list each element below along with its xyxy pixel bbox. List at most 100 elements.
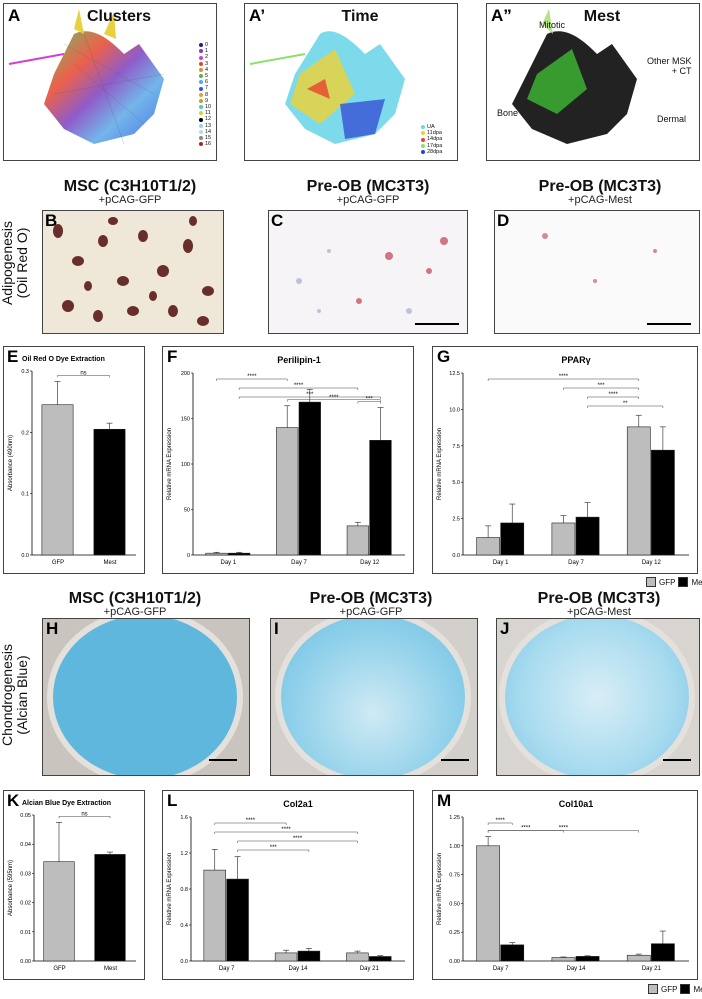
panel-subtitle: +pCAG-GFP bbox=[339, 606, 403, 618]
legend-text: 11 bbox=[205, 110, 211, 117]
legend-entry: 28dpa bbox=[421, 149, 442, 155]
y-tick-label: 0.01 bbox=[20, 930, 31, 936]
panel-label: A” bbox=[491, 6, 512, 25]
bar bbox=[551, 522, 576, 556]
legend-swatch-mest bbox=[680, 984, 691, 994]
bar bbox=[476, 845, 500, 962]
legend-dot bbox=[199, 61, 203, 66]
legend-entry: UA bbox=[421, 124, 442, 130]
legend-dot bbox=[199, 111, 203, 116]
panel-title: MSC (C3H10T1/2) bbox=[68, 590, 202, 607]
legend-text: 15 bbox=[205, 135, 212, 142]
panel-title: Mest bbox=[583, 8, 621, 25]
oil-red-stained-cells bbox=[542, 233, 657, 283]
legend-text: 14 bbox=[205, 128, 212, 135]
x-tick-label: Day 12 bbox=[642, 560, 662, 566]
umap-time-plot bbox=[249, 31, 405, 144]
bar bbox=[551, 957, 576, 962]
panel-label: A bbox=[8, 6, 21, 25]
bar bbox=[500, 522, 525, 556]
legend-swatch-gfp bbox=[648, 984, 658, 994]
oil-red-preob-gfp-image: C bbox=[268, 210, 468, 334]
legend-dot bbox=[199, 49, 203, 54]
scale-bar bbox=[209, 759, 237, 761]
x-tick-label: Day 7 bbox=[493, 966, 509, 972]
legend-text: 14dpa bbox=[427, 136, 443, 143]
annotation-mitotic: Mitotic bbox=[539, 20, 566, 30]
legend-dot bbox=[199, 55, 203, 60]
bar bbox=[369, 956, 392, 962]
significance-label: **** bbox=[559, 826, 569, 832]
legend-text: 16 bbox=[205, 141, 212, 148]
legend-text: 4 bbox=[205, 66, 209, 73]
alcian-preob-mest-image: J bbox=[496, 618, 700, 776]
legend-dot bbox=[421, 125, 425, 130]
panel-title: MSC (C3H10T1/2) bbox=[63, 178, 197, 195]
x-tick-label: Day 12 bbox=[360, 560, 380, 566]
y-tick-label: 1.6 bbox=[180, 815, 188, 821]
panel-label: L bbox=[167, 791, 178, 810]
bar bbox=[500, 944, 525, 962]
row-label-adipogenesis: Adipogenesis (Oil Red O) bbox=[0, 208, 30, 318]
significance-label: ns bbox=[80, 370, 86, 376]
y-axis-label: Relative mRNA Expression bbox=[167, 853, 173, 925]
y-tick-label: 0.50 bbox=[449, 901, 460, 907]
y-axis-label: Relative mRNA Expression bbox=[437, 428, 443, 500]
legend-entry: 4 bbox=[199, 67, 211, 73]
x-tick-label: Day 7 bbox=[568, 560, 584, 566]
panel-label: E bbox=[7, 347, 19, 366]
legend-text: 12 bbox=[205, 116, 212, 123]
panel-title: Pre-OB (MC3T3) bbox=[306, 178, 430, 195]
chart-panel-e: Oil Red O Dye Extraction Absorbance (490n… bbox=[3, 346, 145, 574]
significance-label: *** bbox=[270, 845, 278, 851]
legend-entry: 3 bbox=[199, 61, 211, 67]
panel-subtitle: +pCAG-Mest bbox=[567, 606, 631, 618]
legend-dot bbox=[421, 131, 425, 136]
umap-mest-panel: A” Mest Mitotic Other MSK + CT Bone Derm… bbox=[486, 3, 700, 161]
panel-label: H bbox=[46, 619, 59, 638]
legend-entry: 11dpa bbox=[421, 130, 442, 136]
panel-title: Pre-OB (MC3T3) bbox=[309, 590, 433, 607]
legend-dot bbox=[199, 129, 203, 134]
row-label-line: (Oil Red O) bbox=[14, 227, 30, 299]
legend-dot bbox=[199, 123, 203, 128]
legend-dot bbox=[199, 92, 203, 97]
y-tick-label: 1.2 bbox=[180, 851, 188, 857]
legend-text: 13 bbox=[205, 122, 212, 129]
legend-entry: 15 bbox=[199, 135, 211, 141]
chart-panel-k: Alcian Blue Dye Extraction Absorbance (59… bbox=[3, 790, 145, 980]
y-tick-label: 0.0 bbox=[452, 553, 460, 559]
y-tick-label: 1.25 bbox=[449, 815, 460, 821]
legend-swatch-gfp bbox=[646, 577, 656, 587]
panel-subtitle: +pCAG-GFP bbox=[98, 194, 162, 206]
bar bbox=[297, 950, 321, 962]
legend-entry: 5 bbox=[199, 73, 211, 79]
legend-dot bbox=[199, 86, 203, 91]
x-tick-label: GFP bbox=[53, 966, 65, 972]
legend-entry: 10 bbox=[199, 104, 211, 110]
y-tick-label: 200 bbox=[181, 371, 190, 377]
significance-label: ns bbox=[81, 811, 87, 817]
legend-entry: 2 bbox=[199, 54, 211, 60]
bar bbox=[274, 952, 298, 962]
y-tick-label: 0.8 bbox=[180, 887, 188, 893]
bar bbox=[203, 869, 226, 962]
legend-entry: 7 bbox=[199, 85, 211, 91]
legend-text: 8 bbox=[205, 91, 209, 98]
y-tick-label: 10.0 bbox=[449, 407, 460, 413]
y-tick-label: 0.75 bbox=[449, 873, 460, 879]
legend-entry: 0 bbox=[199, 42, 211, 48]
y-axis-label: Relative mRNA Expression bbox=[437, 853, 443, 925]
legend-text: 6 bbox=[205, 79, 209, 86]
legend-entry: 17dpa bbox=[421, 143, 442, 149]
legend-text: 11dpa bbox=[427, 130, 442, 137]
significance-label: **** bbox=[559, 374, 569, 380]
row-label-line: (Alcian Blue) bbox=[14, 655, 30, 735]
x-tick-label: Day 14 bbox=[288, 966, 308, 972]
significance-label: **** bbox=[294, 383, 304, 389]
panel-label: F bbox=[167, 347, 178, 366]
y-tick-label: 1.00 bbox=[449, 844, 460, 850]
legend-dot bbox=[199, 74, 203, 79]
chart-m: Col10a1 Relative mRNA Expression 0.00 0.25 0… bbox=[437, 799, 689, 972]
umap-mest-plot bbox=[512, 9, 637, 144]
